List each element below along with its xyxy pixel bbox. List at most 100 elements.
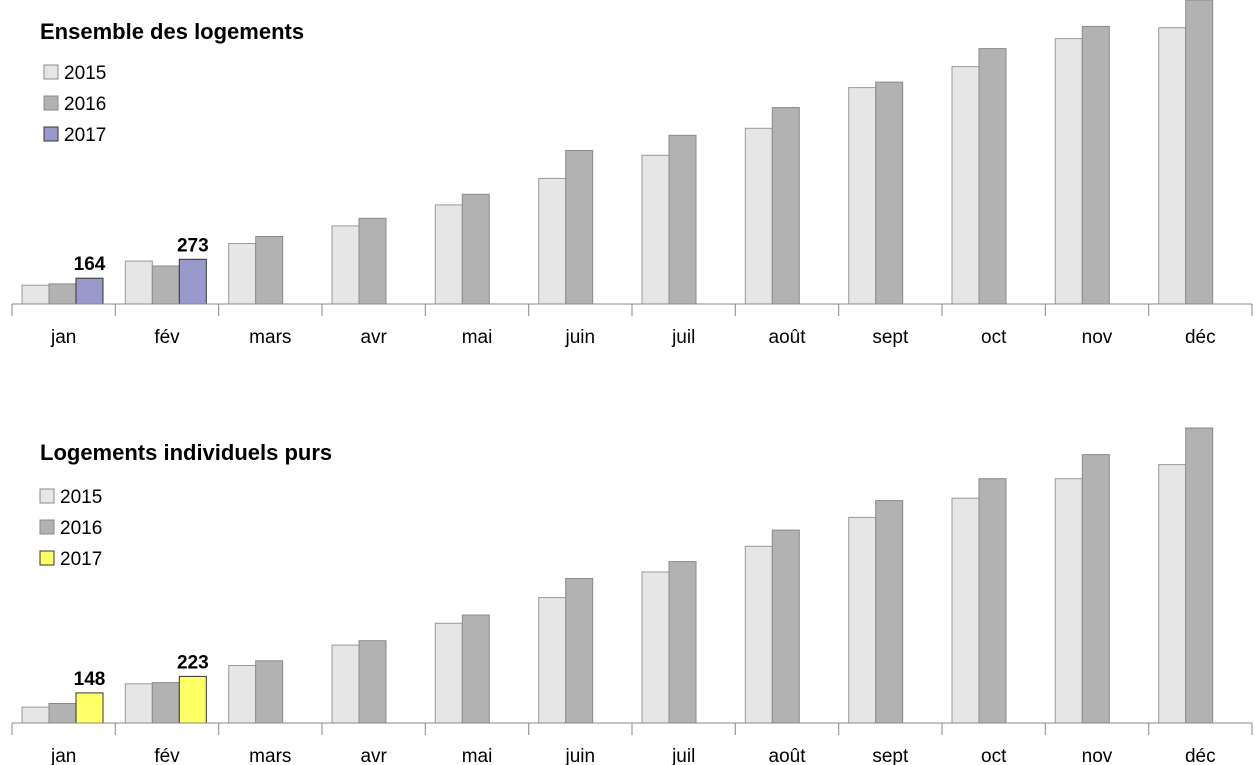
x-tick-label-nov: nov xyxy=(1082,746,1113,765)
x-tick-label-mars: mars xyxy=(249,746,291,765)
x-tick-label-avr: avr xyxy=(360,746,387,765)
bar-2015-mars xyxy=(228,243,257,305)
bar-2016-août xyxy=(771,529,800,724)
x-tick-label-fév: fév xyxy=(154,327,180,348)
legend-swatch-2017 xyxy=(43,126,59,142)
x-tick-label-août: août xyxy=(769,746,807,765)
data-label-2017-fév: 223 xyxy=(177,652,209,673)
bar-2016-mars xyxy=(255,236,284,305)
legend-label-2016: 2016 xyxy=(60,518,102,539)
chart-logements-individuels-purs: Logements individuels purs 2015 2016 201… xyxy=(11,427,1253,765)
bar-2015-juil xyxy=(641,571,670,724)
bar-2015-fév xyxy=(124,683,153,724)
legend: 2015 2016 2017 xyxy=(43,63,106,146)
x-tick-label-juin: juin xyxy=(565,746,596,765)
bars xyxy=(21,427,1214,724)
x-tick-label-oct: oct xyxy=(981,327,1007,348)
x-tick-label-sept: sept xyxy=(872,327,909,348)
x-tick-label-sept: sept xyxy=(872,746,909,765)
bar-2015-juin xyxy=(538,597,567,724)
bar-2015-nov xyxy=(1054,478,1083,724)
data-label-2017-fév: 273 xyxy=(177,235,209,256)
x-tick-label-mai: mai xyxy=(462,327,493,348)
bar-2016-août xyxy=(771,107,800,305)
x-tick-label-juin: juin xyxy=(565,327,596,348)
legend: 2015 2016 2017 xyxy=(39,487,102,570)
bar-2015-sept xyxy=(848,87,877,305)
bar-2016-juil xyxy=(668,134,697,305)
bar-2016-juin xyxy=(565,150,594,305)
bar-2016-oct xyxy=(978,48,1007,305)
bar-2016-fév xyxy=(151,265,180,305)
bar-2016-nov xyxy=(1081,454,1110,724)
chart-title: Logements individuels purs xyxy=(40,440,332,465)
bar-2015-avr xyxy=(331,644,360,724)
bar-2015-jan xyxy=(21,284,50,305)
bar-2016-avr xyxy=(358,640,387,724)
legend-label-2015: 2015 xyxy=(64,63,106,84)
x-tick-label-oct: oct xyxy=(981,746,1007,765)
x-tick-label-avr: avr xyxy=(360,327,387,348)
legend-label-2017: 2017 xyxy=(64,125,106,146)
x-tick-label-jan: jan xyxy=(50,746,76,765)
x-axis xyxy=(11,722,1253,735)
bar-2016-sept xyxy=(875,81,904,305)
legend-swatch-2016 xyxy=(43,95,59,111)
bar-2015-mai xyxy=(434,204,463,305)
bar-2017-fév xyxy=(178,258,207,305)
bar-2015-jan xyxy=(21,706,50,724)
chart-title: Ensemble des logements xyxy=(40,19,304,44)
bar-2016-juil xyxy=(668,561,697,724)
x-tick-label-mars: mars xyxy=(249,327,291,348)
x-axis xyxy=(11,303,1253,316)
bar-2015-avr xyxy=(331,225,360,305)
bar-2015-fév xyxy=(124,260,153,305)
bar-2015-déc xyxy=(1158,464,1187,724)
chart-ensemble-des-logements: Ensemble des logements 2015 2016 2017 ja… xyxy=(11,0,1253,348)
bar-2016-juin xyxy=(565,578,594,724)
legend-label-2015: 2015 xyxy=(60,487,102,508)
bar-2015-oct xyxy=(951,66,980,305)
bar-2015-mars xyxy=(228,665,257,724)
legend-swatch-2015 xyxy=(39,488,55,504)
data-labels: 148 223 xyxy=(74,652,209,690)
bar-2015-juin xyxy=(538,177,567,305)
x-tick-label-déc: déc xyxy=(1185,327,1216,348)
bar-2015-sept xyxy=(848,516,877,724)
x-tick-label-mai: mai xyxy=(462,746,493,765)
bar-2017-jan xyxy=(75,277,104,305)
legend-label-2016: 2016 xyxy=(64,94,106,115)
bar-2015-mai xyxy=(434,622,463,724)
bar-2016-avr xyxy=(358,217,387,305)
data-label-2017-jan: 148 xyxy=(74,669,106,690)
bar-2016-mai xyxy=(461,614,490,724)
x-tick-label-juil: juil xyxy=(671,746,695,765)
x-tick-label-jan: jan xyxy=(50,327,76,348)
bar-2017-jan xyxy=(75,692,104,724)
bar-2016-mars xyxy=(255,660,284,724)
x-tick-label-nov: nov xyxy=(1082,327,1113,348)
bar-2015-oct xyxy=(951,497,980,724)
bar-2016-jan xyxy=(48,283,77,305)
bar-2015-nov xyxy=(1054,38,1083,305)
bar-2015-août xyxy=(744,127,773,305)
bar-2016-déc xyxy=(1185,427,1214,724)
legend-label-2017: 2017 xyxy=(60,549,102,570)
x-tick-label-déc: déc xyxy=(1185,746,1216,765)
bar-2015-juil xyxy=(641,154,670,305)
bars xyxy=(21,0,1214,305)
bar-2016-jan xyxy=(48,703,77,724)
legend-swatch-2015 xyxy=(43,64,59,80)
bar-2015-août xyxy=(744,545,773,724)
data-labels: 164 273 xyxy=(74,235,209,275)
x-tick-label-août: août xyxy=(769,327,807,348)
data-label-2017-jan: 164 xyxy=(74,254,106,275)
bar-2016-sept xyxy=(875,500,904,724)
x-tick-label-fév: fév xyxy=(154,746,180,765)
bar-2015-déc xyxy=(1158,27,1187,305)
x-tick-labels: jan fév mars avr mai juin juil août sept oct nov dé… xyxy=(50,746,1216,765)
bar-2016-fév xyxy=(151,682,180,724)
legend-swatch-2016 xyxy=(39,519,55,535)
bar-2017-fév xyxy=(178,675,207,724)
